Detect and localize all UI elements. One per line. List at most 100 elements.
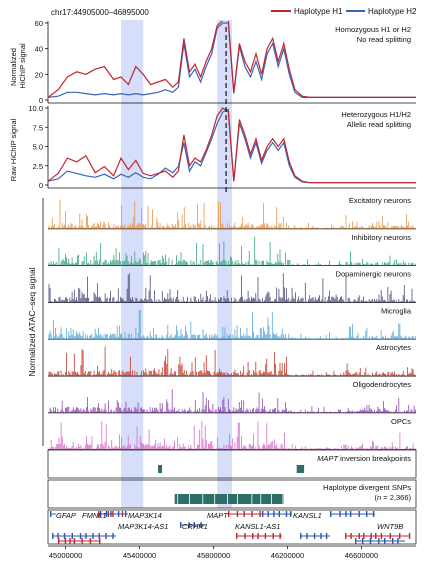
- coordinates-label: chr17:44905000–46895000: [51, 8, 149, 17]
- gene-exon: [193, 522, 195, 528]
- atac-track-signal: [48, 273, 416, 303]
- panel2-ylabel: Raw HiChIP signal: [9, 118, 18, 181]
- gene-exon: [290, 511, 292, 517]
- inversion-track: MAPT inversion breakpoints: [47, 449, 417, 479]
- gene-gfap: GFAP: [56, 511, 76, 520]
- gene-exon: [98, 533, 100, 539]
- snp-label-2: (n = 2,366): [375, 493, 412, 502]
- panel1-ylabel-line2: HiChIP signal: [18, 43, 27, 89]
- gene-exon: [363, 533, 365, 539]
- gene-exon: [228, 511, 230, 517]
- gene-exon: [399, 533, 401, 539]
- gene-exon: [92, 533, 94, 539]
- gene-map3k14: MAP3K14: [128, 511, 162, 520]
- x-tick-label: 45800000: [197, 551, 230, 560]
- gene-exon: [200, 522, 202, 528]
- panel2-tick-label: 2.5: [33, 162, 43, 171]
- gene-exon: [380, 533, 383, 539]
- gene-exon: [236, 511, 239, 517]
- atac-track-signal: [48, 309, 416, 340]
- atac-track-label: Excitatory neurons: [349, 196, 411, 205]
- gene-exon: [99, 538, 101, 544]
- gene-exon: [300, 533, 302, 539]
- gene-exon: [63, 533, 66, 539]
- inversion-label: MAPT inversion breakpoints: [317, 454, 411, 463]
- gene-exon: [272, 533, 274, 539]
- panel1-annotation-1: Homozygous H1 or H2: [335, 25, 411, 34]
- panel2-lines: [48, 107, 416, 184]
- gene-exon: [257, 533, 259, 539]
- gene-exon: [345, 511, 347, 517]
- gene-exon: [57, 533, 59, 539]
- panel1-tick-label: 20: [35, 70, 43, 79]
- gene-exon: [366, 511, 368, 517]
- gene-exon: [350, 533, 352, 539]
- x-tick-label: 45000000: [49, 551, 82, 560]
- atac-track-signal: [48, 236, 416, 266]
- gene-exon: [279, 533, 281, 539]
- atac-track-label: Inhibitory neurons: [351, 233, 411, 242]
- gene-exon: [85, 533, 87, 539]
- panel1-tick-label: 40: [35, 45, 43, 54]
- snp-region-block: [174, 494, 284, 504]
- atac-ylabel: Normalized ATAC–seq signal: [27, 267, 37, 376]
- panel2-tick-label: 7.5: [33, 123, 43, 132]
- legend-h2-label: Haplotype H2: [368, 7, 417, 16]
- gene-fmnl1: FMNL1: [82, 511, 107, 520]
- gene-exon: [112, 533, 114, 539]
- panel1-tick-label: 60: [35, 19, 43, 28]
- gene-exon: [408, 533, 411, 539]
- x-tick-label: 46600000: [345, 551, 378, 560]
- atac-tracks: Excitatory neurons Inhibitory neurons Dopa…: [48, 196, 416, 451]
- gene-mapt: MAPT: [207, 511, 229, 520]
- gene-exon: [69, 538, 71, 544]
- highlight-region-1: [121, 20, 144, 508]
- panel1-y-ticks: 0 20 40 60: [35, 19, 416, 105]
- snp-blocks: [174, 494, 284, 504]
- gene-exon: [378, 538, 380, 544]
- gene-exon: [117, 511, 120, 517]
- panel1-line-h2: [48, 22, 416, 98]
- gene-map3k14-as1: MAP3K14-AS1: [118, 522, 168, 531]
- atac-track-signal: [48, 346, 416, 376]
- gene-exon: [81, 538, 83, 544]
- panel1-ylabel: Normalized HiChIP signal: [9, 43, 27, 89]
- atac-track-label: Oligodendrocytes: [353, 380, 412, 389]
- atac-track-signal: [48, 389, 416, 413]
- gene-exon: [397, 538, 399, 544]
- gene-exon: [244, 533, 246, 539]
- inversion-breakpoints: [158, 465, 305, 473]
- gene-exon: [180, 522, 182, 528]
- gene-kansl1-as1: KANSL1-AS1: [235, 522, 280, 531]
- snp-label-1: Haplotype divergent SNPs: [323, 483, 411, 492]
- gene-exon: [384, 538, 386, 544]
- gene-exon: [273, 511, 275, 517]
- panel2-line-h1: [48, 107, 416, 184]
- gene-exon: [389, 533, 391, 539]
- gene-exon: [52, 533, 54, 539]
- x-tick-label: 45400000: [123, 551, 156, 560]
- panel2-annotation-1: Heterozygous H1/H2: [341, 110, 411, 119]
- snp-track: Haplotype divergent SNPs (n = 2,366): [47, 479, 417, 509]
- gene-exon: [64, 538, 67, 544]
- gene-exon: [285, 511, 288, 517]
- inversion-frame: [47, 449, 417, 479]
- gene-exon: [358, 533, 360, 539]
- inversion-gene: MAPT: [317, 454, 339, 463]
- gene-exon: [236, 533, 238, 539]
- gene-exon: [362, 538, 364, 544]
- gene-exon: [306, 533, 308, 539]
- panel1-ylabel-line1: Normalized: [9, 48, 18, 86]
- gene-exon: [105, 511, 108, 517]
- inversion-breakpoint-1: [158, 465, 163, 473]
- gene-exon: [259, 511, 261, 517]
- snp-frame: [47, 479, 417, 509]
- gene-exon: [243, 511, 245, 517]
- gene-exon: [320, 533, 322, 539]
- gene-exon: [110, 511, 112, 517]
- atac-section: Normalized ATAC–seq signal Excitatory ne…: [27, 196, 416, 451]
- panel1-lines: [48, 21, 416, 98]
- gene-exon: [264, 533, 267, 539]
- panel-homozygous: Normalized HiChIP signal 0 20 40 60 Homozyg…: [9, 19, 416, 105]
